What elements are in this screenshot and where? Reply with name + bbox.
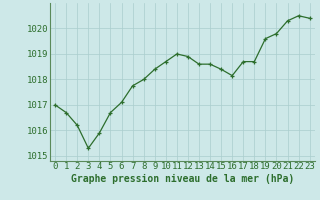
X-axis label: Graphe pression niveau de la mer (hPa): Graphe pression niveau de la mer (hPa) [71,174,294,184]
